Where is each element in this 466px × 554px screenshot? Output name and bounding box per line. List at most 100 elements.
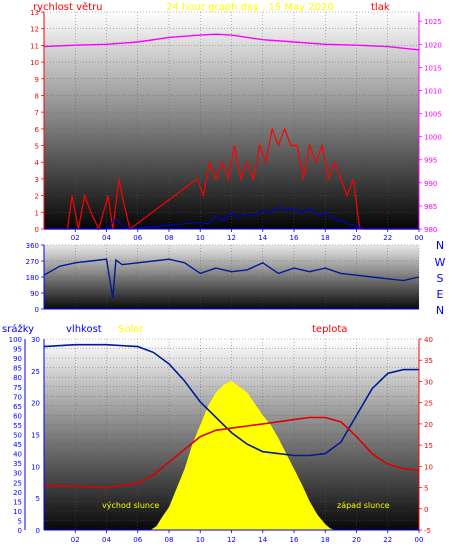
- wind-speed-line: [44, 126, 419, 231]
- top-x-tick-label: 12: [227, 234, 236, 242]
- sunset-label: západ slunce: [337, 501, 390, 510]
- top-x-tick-label: 02: [71, 234, 80, 242]
- rain-tick-label: 0: [18, 527, 22, 535]
- temperature-tick-label: 0: [424, 506, 428, 514]
- rain-tick-label: 25: [13, 479, 22, 487]
- direction-tick-label: 270: [26, 258, 39, 266]
- direction-tick-label: 360: [26, 242, 39, 250]
- wind-average-line: [44, 206, 419, 230]
- temperature-label: teplota: [312, 324, 347, 335]
- rain-tick-label: 50: [13, 432, 22, 440]
- wind-speed-tick-label: 10: [30, 59, 39, 67]
- top-x-tick-label: 06: [133, 234, 142, 242]
- humidity-label: vlhkost: [66, 324, 102, 335]
- pressure-tick-label: 980: [424, 226, 437, 234]
- temperature-tick-label: 15: [424, 442, 433, 450]
- humidity-tick-label: 0: [36, 527, 40, 535]
- temperature-tick-label: -5: [424, 527, 431, 535]
- wind-speed-label: rychlost větru: [33, 1, 103, 13]
- top-x-tick-label: 10: [196, 234, 205, 242]
- wind-direction-line: [43, 258, 420, 299]
- rain-tick-label: 90: [13, 355, 22, 363]
- sunrise-label: východ slunce: [102, 501, 159, 510]
- humidity-line: [43, 343, 419, 457]
- axes-layer: 0123456789101112139809859909951000100510…: [9, 9, 442, 544]
- compass-n-top: N: [436, 239, 444, 252]
- temperature-tick-label: 25: [424, 400, 433, 408]
- pressure-tick-label: 1025: [424, 18, 442, 26]
- wind-speed-tick-label: 11: [30, 42, 39, 50]
- rain-tick-label: 70: [13, 393, 22, 401]
- rain-tick-label: 20: [13, 489, 22, 497]
- wind-speed-tick-label: 0: [35, 226, 39, 234]
- humidity-tick-label: 15: [31, 432, 40, 440]
- wind-speed-tick-label: 2: [35, 193, 39, 201]
- top-x-tick-label: 08: [165, 234, 174, 242]
- rain-tick-label: 30: [13, 470, 22, 478]
- compass-w: W: [435, 256, 446, 269]
- wind-speed-tick-label: 4: [35, 159, 40, 167]
- top-x-tick-label: 22: [383, 234, 392, 242]
- bottom-x-tick-label: 22: [383, 536, 392, 544]
- pressure-tick-label: 1015: [424, 64, 442, 72]
- pressure-tick-label: 1010: [424, 87, 442, 95]
- top-x-tick-label: 14: [258, 234, 267, 242]
- top-x-tick-label: 18: [321, 234, 330, 242]
- temperature-tick-label: 30: [424, 378, 433, 386]
- rain-label: srážky: [2, 323, 34, 335]
- top-x-tick-label: 04: [102, 234, 111, 242]
- rain-tick-label: 45: [13, 441, 22, 449]
- bottom-x-tick-label: 00: [415, 536, 424, 544]
- bottom-x-tick-label: 18: [321, 536, 330, 544]
- bottom-x-tick-label: 10: [196, 536, 205, 544]
- wind-speed-tick-label: 5: [35, 143, 39, 151]
- solar-label: Solar: [118, 324, 144, 335]
- bottom-x-tick-label: 02: [71, 536, 80, 544]
- bottom-x-tick-label: 08: [165, 536, 174, 544]
- rain-tick-label: 5: [18, 517, 22, 525]
- rain-tick-label: 85: [13, 365, 22, 373]
- bottom-x-tick-label: 20: [352, 536, 361, 544]
- wind-speed-tick-label: 12: [30, 26, 39, 34]
- pressure-tick-label: 1000: [424, 134, 442, 142]
- compass-n-bottom: N: [436, 304, 444, 317]
- temperature-tick-label: 20: [424, 421, 433, 429]
- temperature-line: [43, 416, 420, 489]
- direction-tick-label: 180: [26, 274, 39, 282]
- temperature-tick-label: 10: [424, 463, 433, 471]
- solar-area: [44, 381, 419, 530]
- pressure-line: [43, 33, 420, 51]
- temperature-tick-label: 35: [424, 357, 433, 365]
- wind-speed-tick-label: 7: [35, 109, 39, 117]
- chart-title: 24 hour graph day , 15 May 2020: [166, 2, 334, 13]
- direction-tick-label: 90: [30, 290, 39, 298]
- compass-s: S: [437, 272, 444, 285]
- top-x-tick-label: 00: [415, 234, 424, 242]
- pressure-tick-label: 1005: [424, 111, 442, 119]
- rain-tick-label: 55: [13, 422, 22, 430]
- humidity-tick-label: 25: [31, 368, 40, 376]
- pressure-tick-label: 990: [424, 180, 437, 188]
- humidity-tick-label: 30: [31, 336, 40, 344]
- bottom-x-tick-label: 16: [290, 536, 299, 544]
- rain-tick-label: 80: [13, 374, 22, 382]
- rain-tick-label: 60: [13, 412, 22, 420]
- top-x-tick-label: 16: [290, 234, 299, 242]
- temperature-tick-label: 40: [424, 336, 433, 344]
- wind-speed-tick-label: 3: [35, 176, 39, 184]
- rain-tick-label: 65: [13, 403, 22, 411]
- wind-speed-tick-label: 9: [35, 76, 39, 84]
- rain-tick-label: 95: [13, 346, 22, 354]
- pressure-tick-label: 995: [424, 157, 437, 165]
- bottom-x-tick-label: 04: [102, 536, 111, 544]
- wind-speed-tick-label: 6: [35, 126, 40, 134]
- rain-tick-label: 10: [13, 508, 22, 516]
- rain-tick-label: 15: [13, 498, 22, 506]
- wind-speed-tick-label: 13: [30, 9, 39, 17]
- top-x-tick-label: 20: [352, 234, 361, 242]
- compass-e: E: [437, 288, 444, 301]
- wind-speed-tick-label: 1: [35, 209, 39, 217]
- bottom-x-tick-label: 14: [258, 536, 267, 544]
- pressure-tick-label: 1020: [424, 41, 442, 49]
